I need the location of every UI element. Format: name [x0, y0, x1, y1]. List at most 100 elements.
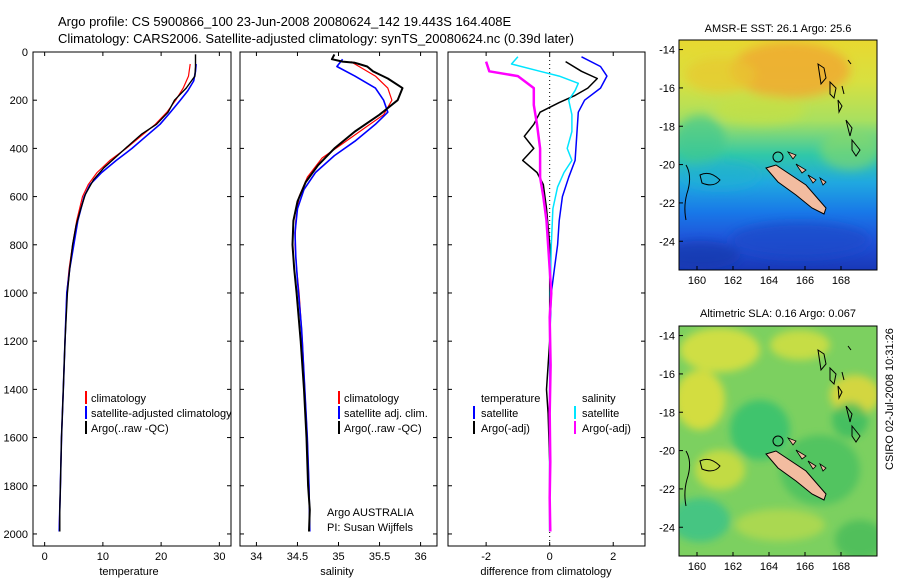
salinity-legend: climatology satellite adj. clim. Argo(..… — [338, 391, 428, 435]
x-tick-label: 2 — [610, 551, 616, 563]
sla-map: Altimetric SLA: 0.16 Argo: 0.067 — [659, 308, 878, 573]
plot-frame — [239, 51, 438, 547]
sst-map: AMSR-E SST: 26.1 Argo: 25.6 — [659, 23, 878, 287]
map-x-tick-label: 166 — [796, 561, 814, 573]
map-y-tick-label: -20 — [659, 160, 675, 172]
header-line2: Climatology: CARS2006. Satellite-adjuste… — [58, 31, 574, 46]
y-tick-label: 1800 — [4, 481, 28, 493]
map-y-tick-label: -24 — [659, 236, 675, 248]
sla-map-title: Altimetric SLA: 0.16 Argo: 0.067 — [700, 308, 856, 320]
legend-temp-argo: Argo(-adj) — [481, 423, 530, 435]
difference-panel: -2 0 2 difference from climatology tempera… — [447, 51, 646, 578]
legend-temperature-heading: temperature — [481, 393, 540, 405]
series-satellite-adj-clim- — [294, 58, 389, 532]
x-tick-label: 35.5 — [369, 551, 390, 563]
x-tick-label: 36 — [414, 551, 426, 563]
loyalty-islands — [786, 151, 827, 186]
series-salinity-argo-adj- — [484, 61, 553, 532]
sla-map-ticks: 160 162 164 166 168 -14 -16 -18 -20 -22 -24 — [659, 331, 850, 573]
argo-location-marker — [772, 151, 784, 163]
new-caledonia-island — [765, 450, 827, 501]
new-caledonia-island — [765, 164, 827, 215]
map-x-tick-label: 168 — [832, 275, 850, 287]
series-climatology — [58, 63, 191, 530]
sla-field-texture — [679, 328, 877, 556]
annotation-argo-australia: Argo AUSTRALIA — [327, 507, 414, 519]
map-y-tick-label: -16 — [659, 369, 675, 381]
y-tick-label: 1000 — [4, 288, 28, 300]
map-x-tick-label: 160 — [688, 275, 706, 287]
salinity-panel: 34 34.5 35 35.5 36 salinity climatology sate… — [239, 51, 438, 578]
x-tick-label: 0 — [42, 551, 48, 563]
x-tick-label: 10 — [97, 551, 109, 563]
legend-satellite-adj: satellite adj. clim. — [344, 408, 428, 420]
x-tick-label: 34 — [250, 551, 262, 563]
legend-sal-satellite: satellite — [582, 408, 619, 420]
plot-frame — [32, 51, 232, 547]
x-tick-label: 34.5 — [287, 551, 308, 563]
legend-argo: Argo(..raw -QC) — [91, 423, 169, 435]
temperature-legend: climatology satellite-adjusted climatolo… — [85, 391, 232, 435]
series-argo-raw-qc- — [291, 53, 404, 532]
map-x-tick-label: 162 — [724, 561, 742, 573]
y-tick-label: 800 — [10, 240, 28, 252]
map-x-tick-label: 164 — [760, 561, 778, 573]
map-x-tick-label: 164 — [760, 275, 778, 287]
sst-map-frame — [678, 39, 878, 271]
temperature-xlabel: temperature — [99, 566, 158, 578]
series-satellite-adjusted-climatology — [58, 63, 197, 532]
salinity-axes: 34 34.5 35 35.5 36 — [239, 51, 438, 563]
sst-map-ticks: 160 162 164 166 168 -14 -16 -18 -20 -22 -24 — [659, 45, 850, 287]
series-temperature-satellite — [548, 56, 608, 532]
map-y-tick-label: -20 — [659, 446, 675, 458]
y-tick-label: 0 — [22, 47, 28, 59]
difference-xlabel: difference from climatology — [480, 566, 612, 578]
x-tick-label: -2 — [481, 551, 491, 563]
map-y-tick-label: -16 — [659, 83, 675, 95]
map-y-tick-label: -24 — [659, 522, 675, 534]
map-y-tick-label: -14 — [659, 45, 675, 57]
y-tick-label: 200 — [10, 95, 28, 107]
map-x-tick-label: 168 — [832, 561, 850, 573]
sst-coastlines — [684, 59, 861, 221]
series-temperature-argo-adj- — [521, 60, 599, 532]
map-y-tick-label: -22 — [659, 484, 675, 496]
y-tick-label: 600 — [10, 192, 28, 204]
x-tick-label: 35 — [332, 551, 344, 563]
y-tick-label: 1600 — [4, 433, 28, 445]
map-x-tick-label: 162 — [724, 275, 742, 287]
difference-legend: temperature satellite Argo(-adj) salinit… — [473, 393, 631, 435]
timestamp-stamp: CSIRO 02-Jul-2008 10:31:26 — [884, 328, 896, 470]
map-y-tick-label: -18 — [659, 121, 675, 133]
y-tick-label: 2000 — [4, 529, 28, 541]
sst-field-texture — [679, 42, 877, 269]
legend-argo: Argo(..raw -QC) — [344, 423, 422, 435]
legend-climatology: climatology — [344, 393, 400, 405]
map-y-tick-label: -18 — [659, 407, 675, 419]
legend-sal-argo: Argo(-adj) — [582, 423, 631, 435]
salinity-xlabel: salinity — [320, 566, 354, 578]
y-tick-label: 1400 — [4, 384, 28, 396]
map-x-tick-label: 160 — [688, 561, 706, 573]
loyalty-islands — [786, 437, 827, 472]
difference-axes: -2 0 2 — [447, 51, 646, 563]
header-line1: Argo profile: CS 5900866_100 23-Jun-2008… — [58, 14, 512, 29]
temperature-panel: 0 10 20 30 0 200 400 600 800 1000 1200 1400 1600 1800… — [4, 47, 233, 578]
x-tick-label: 0 — [547, 551, 553, 563]
series-climatology — [294, 61, 393, 530]
legend-salinity-heading: salinity — [582, 393, 616, 405]
legend-satellite-adjusted: satellite-adjusted climatology — [91, 408, 232, 420]
x-tick-label: 30 — [213, 551, 225, 563]
sst-map-title: AMSR-E SST: 26.1 Argo: 25.6 — [705, 23, 852, 35]
temperature-axes: 0 10 20 30 0 200 400 600 800 1000 1200 1400 1600 1800… — [4, 47, 232, 563]
legend-climatology: climatology — [91, 393, 147, 405]
y-tick-label: 400 — [10, 143, 28, 155]
series-salinity-satellite — [510, 56, 580, 532]
map-x-tick-label: 166 — [796, 275, 814, 287]
map-y-tick-label: -22 — [659, 198, 675, 210]
legend-temp-satellite: satellite — [481, 408, 518, 420]
sla-map-frame — [678, 325, 878, 557]
x-tick-label: 20 — [155, 551, 167, 563]
map-y-tick-label: -14 — [659, 331, 675, 343]
